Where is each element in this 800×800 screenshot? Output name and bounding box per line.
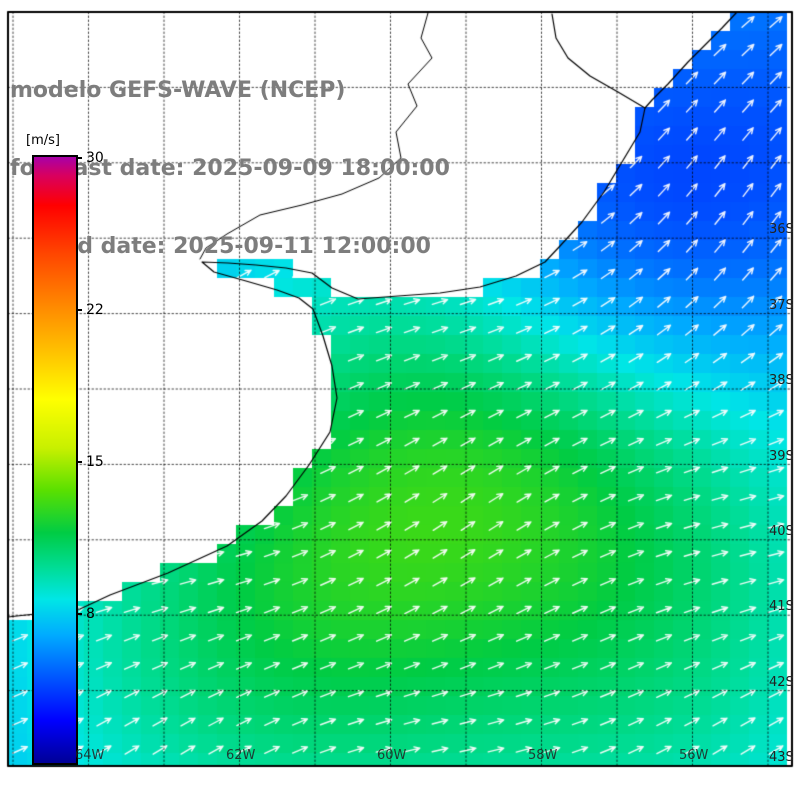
longitude-label: 60W	[377, 748, 407, 763]
colorbar-tickmark	[76, 309, 82, 311]
latitude-label: 37S	[769, 298, 794, 313]
colorbar-unit-label: [m/s]	[26, 133, 60, 148]
colorbar-tick-label: 15	[86, 454, 104, 470]
latitude-label: 43S	[769, 750, 794, 765]
latitude-label: 42S	[769, 675, 794, 690]
model-title: modelo GEFS-WAVE (NCEP)	[10, 78, 346, 103]
latitude-label: 36S	[769, 222, 794, 237]
colorbar-tick-label: 30	[86, 150, 104, 166]
colorbar-tick-label: 8	[86, 606, 95, 622]
longitude-label: 56W	[679, 748, 709, 763]
colorbar-gradient	[32, 155, 78, 765]
colorbar-tickmark	[76, 613, 82, 615]
latitude-label: 38S	[769, 373, 794, 388]
latitude-label: 41S	[769, 599, 794, 614]
colorbar-tickmark	[76, 157, 82, 159]
latitude-label: 40S	[769, 524, 794, 539]
colorbar: [m/s] 30 22 15 8	[26, 133, 104, 765]
longitude-label: 62W	[226, 748, 256, 763]
colorbar-tickmark	[76, 461, 82, 463]
longitude-label: 58W	[528, 748, 558, 763]
colorbar-tick-label: 22	[86, 302, 104, 318]
latitude-label: 39S	[769, 449, 794, 464]
longitude-label: 64W	[75, 748, 105, 763]
